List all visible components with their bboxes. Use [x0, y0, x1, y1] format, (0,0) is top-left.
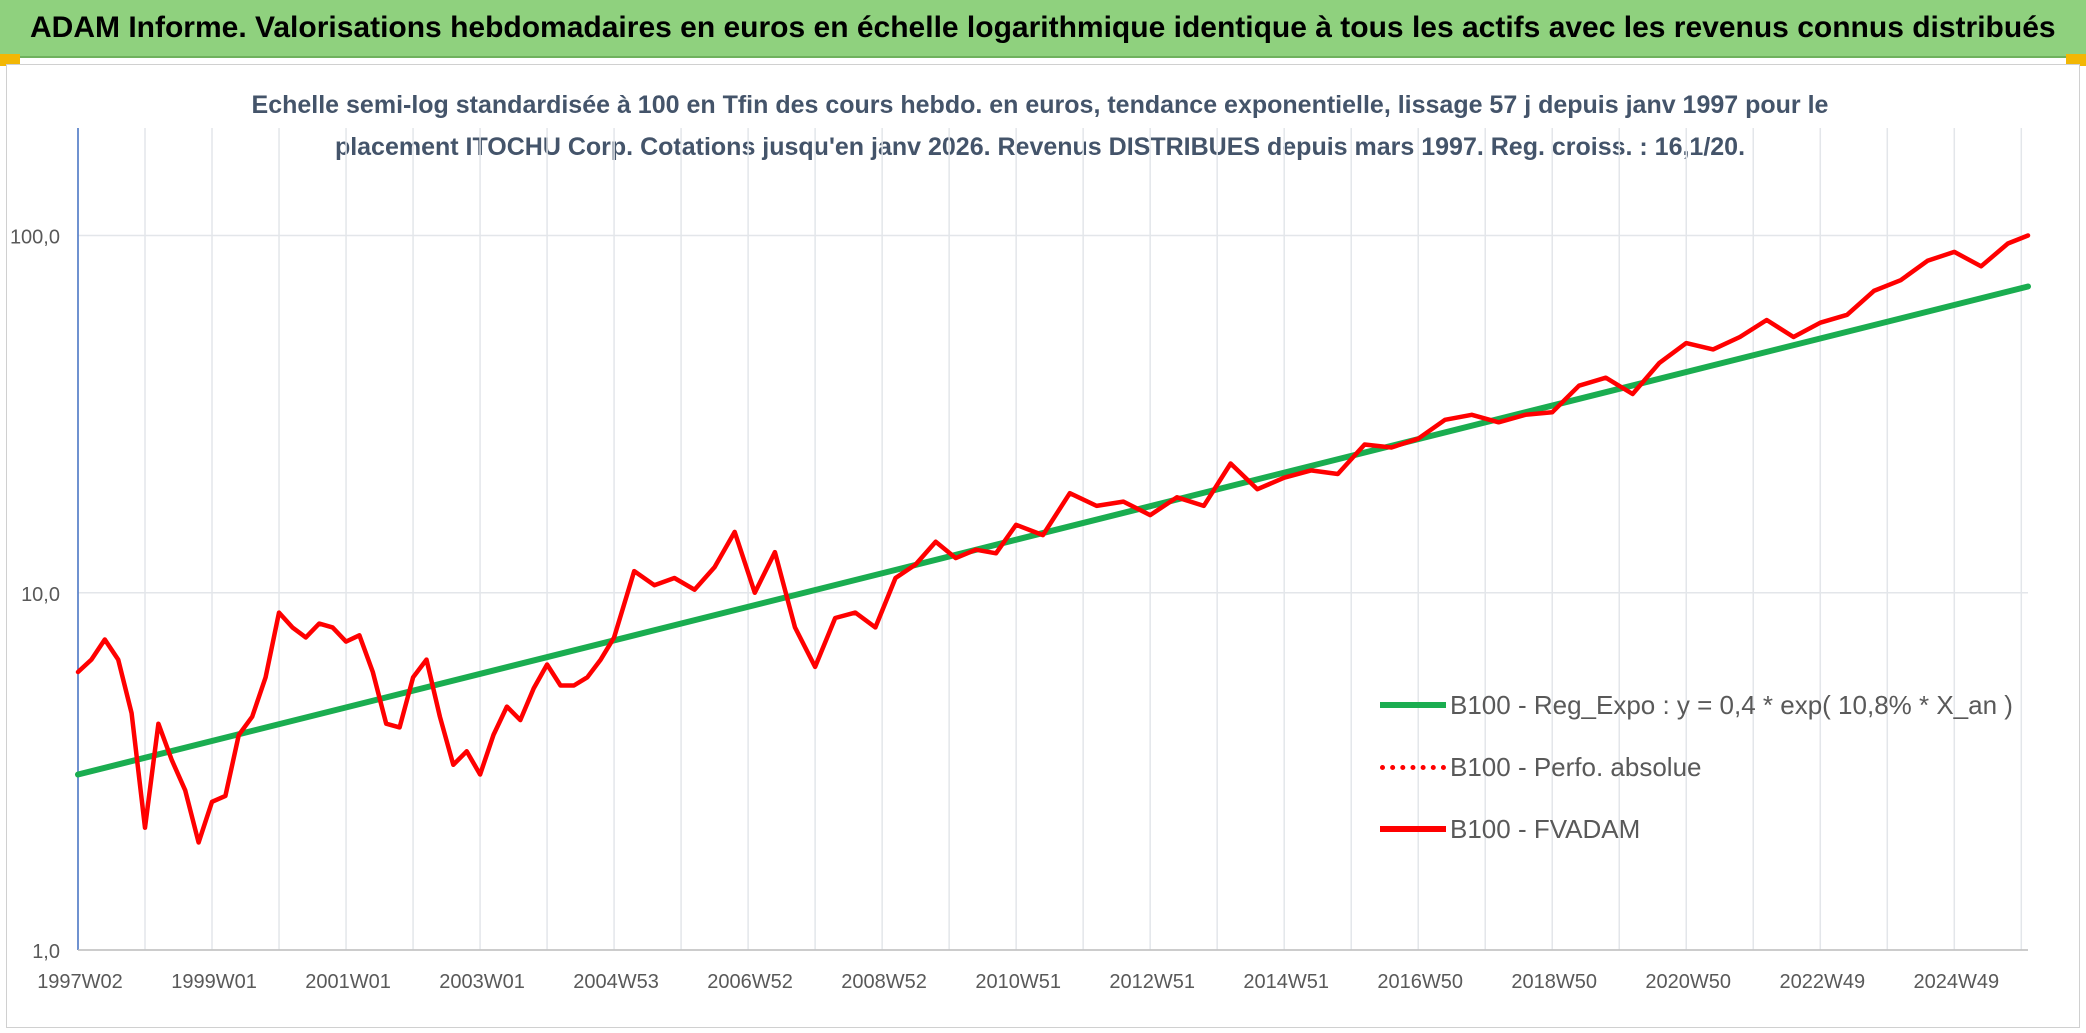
series-lines — [75, 233, 2031, 845]
x-tick-label: 2010W51 — [975, 971, 1061, 993]
x-tick-label: 2018W50 — [1511, 971, 1597, 993]
x-tick-label: 2016W50 — [1377, 971, 1463, 993]
legend-label-reg-expo: B100 - Reg_Expo : y = 0,4 * exp( 10,8% *… — [1450, 690, 2013, 720]
y-tick-label: 10,0 — [21, 584, 60, 606]
chart-frame — [6, 64, 2080, 1028]
x-tick-label: 2024W49 — [1913, 971, 1999, 993]
legend-swatch-fvadam — [1380, 826, 1446, 832]
chart-subtitle: Echelle semi-log standardisée à 100 en T… — [200, 84, 1880, 168]
x-tick-label: 2004W53 — [573, 971, 659, 993]
x-tick-label: 2001W01 — [305, 971, 391, 993]
legend-swatch-reg-expo — [1380, 702, 1446, 708]
chart-subtitle-line-1: Echelle semi-log standardisée à 100 en T… — [251, 91, 1829, 119]
series-line-reg-expo — [75, 283, 2031, 778]
x-tick-label: 2020W50 — [1645, 971, 1731, 993]
legend-item-perfo-absolue: B100 - Perfo. absolue — [1380, 747, 2000, 787]
x-tick-label: 2012W51 — [1109, 971, 1195, 993]
legend-item-reg-expo: B100 - Reg_Expo : y = 0,4 * exp( 10,8% *… — [1380, 685, 2013, 725]
tick-labels: 1,0 10,0 100,0 1997W02 1999W01 2001W01 2003W01… — [10, 227, 1999, 993]
legend-label-perfo-absolue: B100 - Perfo. absolue — [1450, 752, 1702, 782]
legend-item-fvadam: B100 - FVADAM — [1380, 809, 2000, 849]
legend-label-fvadam: B100 - FVADAM — [1450, 814, 1641, 844]
legend-swatch-perfo-absolue — [1380, 765, 1446, 770]
x-tick-label: 2022W49 — [1779, 971, 1865, 993]
x-tick-label: 2006W52 — [707, 971, 793, 993]
x-tick-label: 1999W01 — [171, 971, 257, 993]
y-tick-label: 1,0 — [32, 941, 60, 963]
x-tick-label: 2014W51 — [1243, 971, 1329, 993]
report-banner-title: ADAM Informe. Valorisations hebdomadaire… — [0, 0, 2086, 58]
y-tick-label: 100,0 — [10, 227, 60, 249]
series-line-fvadam — [75, 233, 2031, 845]
axes — [77, 128, 2028, 951]
x-tick-label: 2008W52 — [841, 971, 927, 993]
right-corner-marker — [2066, 54, 2086, 66]
x-tick-label: 1997W02 — [37, 971, 123, 993]
chart-subtitle-line-2: placement ITOCHU Corp. Cotations jusqu'e… — [334, 133, 1746, 161]
x-tick-label: 2003W01 — [439, 971, 525, 993]
left-corner-marker — [0, 54, 20, 66]
